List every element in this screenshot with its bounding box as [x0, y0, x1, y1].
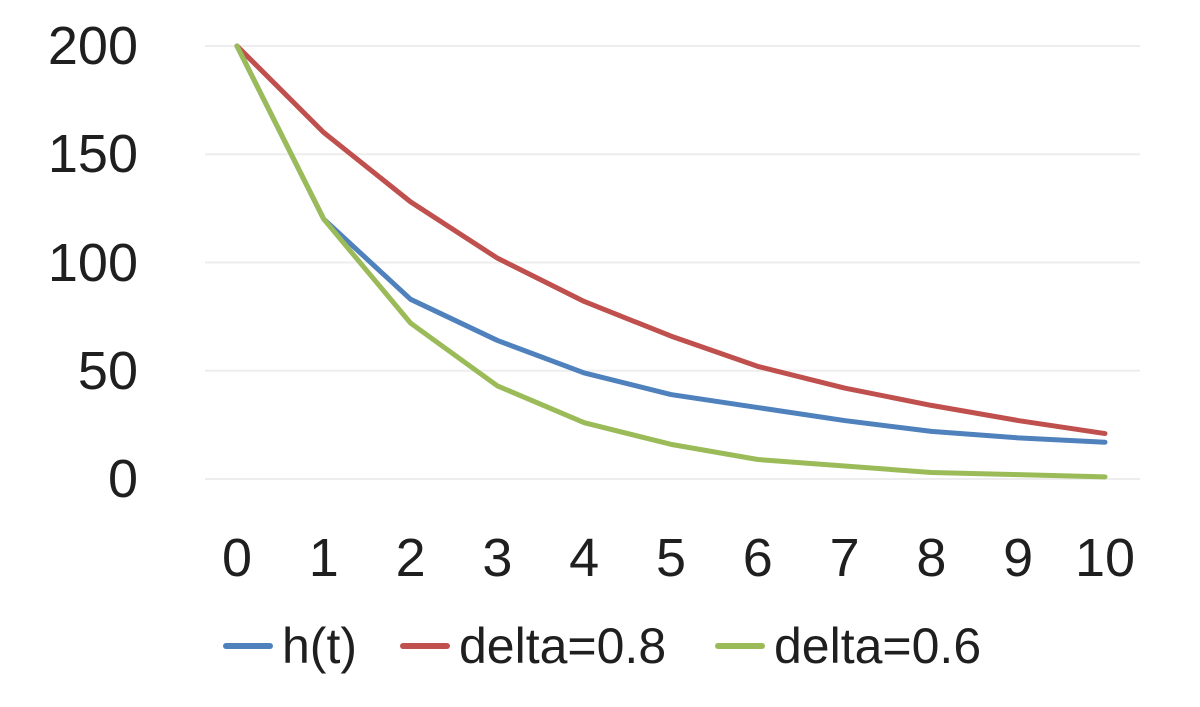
y-tick-label: 100 [47, 232, 138, 293]
x-tick-label: 6 [742, 528, 773, 588]
y-tick-label: 0 [107, 449, 138, 509]
legend-swatch-delta-0-8-icon [400, 643, 450, 649]
y-tick-label: 150 [47, 124, 138, 185]
legend-label-delta-0-8: delta=0.8 [459, 618, 667, 674]
legend-item-delta-0-8: delta=0.8 [400, 614, 666, 678]
x-tick-label: 3 [482, 528, 513, 588]
x-tick-label: 5 [655, 528, 687, 588]
x-tick-label: 4 [569, 528, 600, 588]
series-line-0 [234, 43, 1108, 445]
x-tick-label: 9 [1003, 528, 1034, 588]
legend-item-delta-0-6: delta=0.6 [715, 614, 981, 678]
legend: h(t) delta=0.8 delta=0.6 [0, 614, 1200, 678]
legend-swatch-ht-icon [223, 643, 273, 649]
x-tick-label: 0 [221, 528, 253, 588]
series-line-2 [234, 43, 1108, 480]
x-tick-label: 2 [395, 528, 426, 588]
x-tick-label: 1 [308, 528, 339, 588]
x-tick-label: 8 [916, 528, 947, 588]
x-tick-label: 7 [829, 528, 860, 588]
legend-label-ht: h(t) [282, 618, 357, 674]
series-line-1 [234, 43, 1108, 437]
legend-label-delta-0-6: delta=0.6 [774, 618, 982, 674]
y-tick-label: 50 [77, 340, 138, 401]
x-tick-label: 10 [1074, 528, 1136, 588]
legend-swatch-delta-0-6-icon [715, 643, 765, 649]
legend-item-ht: h(t) [223, 614, 357, 678]
y-tick-label: 200 [47, 16, 138, 76]
